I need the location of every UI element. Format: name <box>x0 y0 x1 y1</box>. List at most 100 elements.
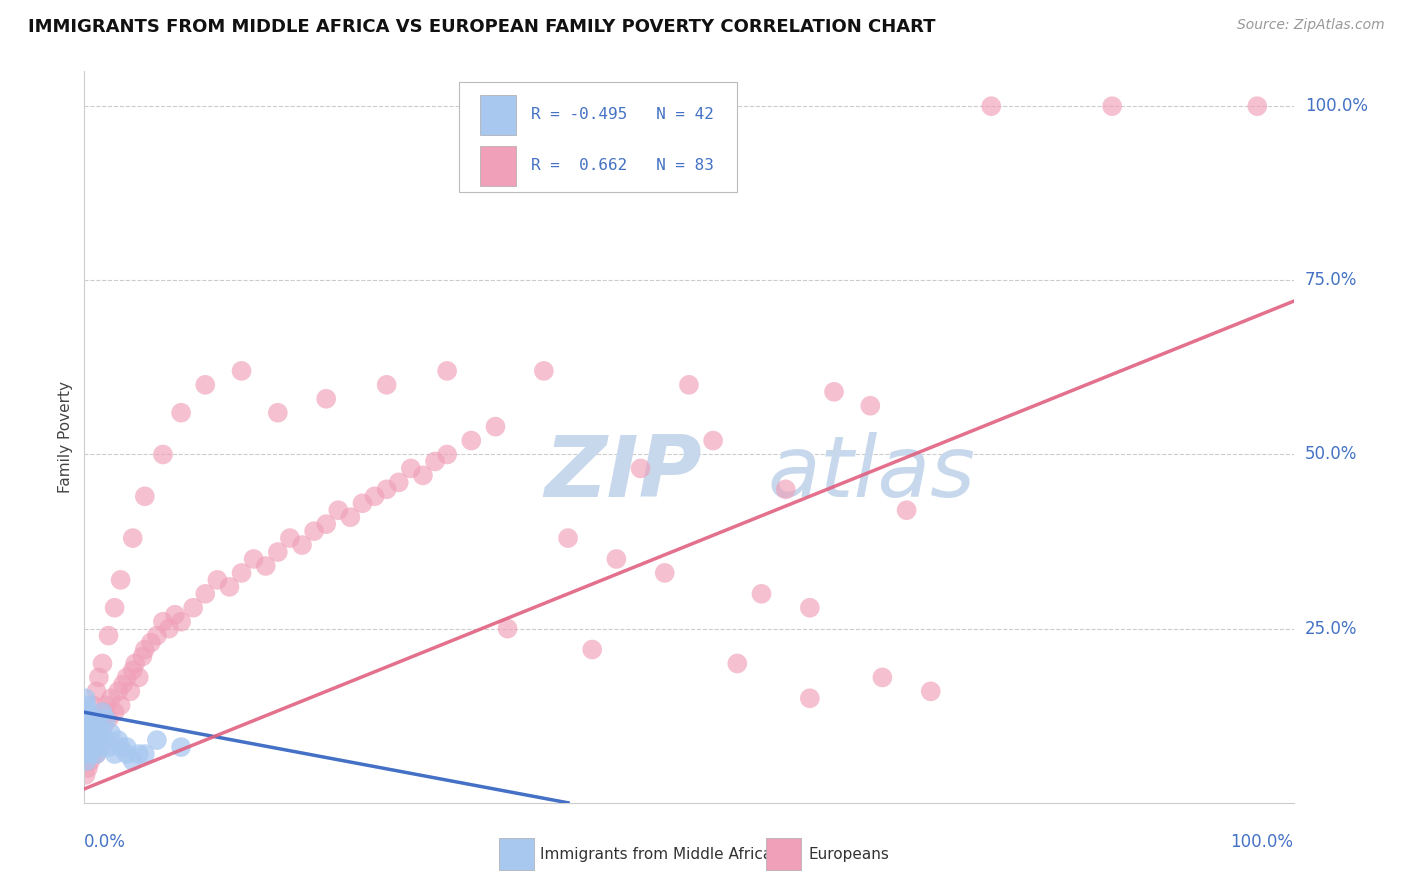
Point <box>460 434 482 448</box>
Point <box>91 726 114 740</box>
Point <box>79 747 101 761</box>
Point <box>84 740 107 755</box>
Point <box>77 726 100 740</box>
Y-axis label: Family Poverty: Family Poverty <box>58 381 73 493</box>
Point <box>859 399 882 413</box>
Point <box>170 740 193 755</box>
Point <box>194 587 217 601</box>
Point <box>110 740 132 755</box>
Point <box>94 733 117 747</box>
Point <box>79 712 101 726</box>
Text: ZIP: ZIP <box>544 432 702 516</box>
Point <box>207 573 229 587</box>
Point <box>388 475 411 490</box>
Point <box>89 740 111 755</box>
Bar <box>479 95 516 135</box>
Point <box>124 657 146 671</box>
Point <box>86 733 108 747</box>
Point <box>77 747 100 761</box>
Point <box>115 740 138 755</box>
Point <box>77 712 100 726</box>
Text: IMMIGRANTS FROM MIDDLE AFRICA VS EUROPEAN FAMILY POVERTY CORRELATION CHART: IMMIGRANTS FROM MIDDLE AFRICA VS EUROPEA… <box>28 18 935 36</box>
Text: 100.0%: 100.0% <box>1305 97 1368 115</box>
Point <box>557 531 579 545</box>
Point <box>79 719 101 733</box>
Point <box>115 670 138 684</box>
Point <box>76 726 98 740</box>
Point <box>77 712 100 726</box>
Point <box>799 691 821 706</box>
Point <box>86 712 108 726</box>
Point <box>86 747 108 761</box>
Point <box>84 733 107 747</box>
Point <box>363 489 385 503</box>
Point <box>872 670 894 684</box>
Point <box>76 754 98 768</box>
Point <box>1246 99 1268 113</box>
Point <box>194 377 217 392</box>
Point <box>315 392 337 406</box>
Point <box>823 384 845 399</box>
Point <box>775 483 797 497</box>
Point <box>399 461 422 475</box>
Point <box>231 566 253 580</box>
Point <box>131 649 153 664</box>
Point <box>278 531 301 545</box>
Point <box>605 552 627 566</box>
Point <box>896 503 918 517</box>
Bar <box>479 145 516 186</box>
Point <box>75 719 97 733</box>
Point <box>75 733 97 747</box>
Point <box>267 406 290 420</box>
Point <box>496 622 519 636</box>
Point <box>107 684 129 698</box>
Point <box>181 600 204 615</box>
Point <box>725 657 748 671</box>
Point <box>94 712 117 726</box>
Point <box>79 754 101 768</box>
Point <box>91 657 114 671</box>
Text: atlas: atlas <box>768 432 976 516</box>
Point <box>581 642 603 657</box>
Point <box>375 483 398 497</box>
Point <box>91 705 114 719</box>
Text: 50.0%: 50.0% <box>1305 445 1357 464</box>
Point <box>104 600 127 615</box>
Point <box>80 719 103 733</box>
Point <box>76 754 98 768</box>
Point <box>80 726 103 740</box>
Point <box>165 607 187 622</box>
Point <box>134 642 156 657</box>
Point <box>82 712 104 726</box>
Point <box>115 747 138 761</box>
Point <box>76 698 98 713</box>
Point <box>134 747 156 761</box>
Text: 100.0%: 100.0% <box>1230 833 1294 851</box>
Point <box>75 754 97 768</box>
Point <box>678 377 700 392</box>
Point <box>533 364 555 378</box>
Point <box>170 615 193 629</box>
Text: Immigrants from Middle Africa: Immigrants from Middle Africa <box>540 847 772 862</box>
Point <box>630 461 652 475</box>
Point <box>152 615 174 629</box>
Point <box>77 740 100 755</box>
Point <box>128 747 150 761</box>
Point <box>121 754 143 768</box>
Point <box>751 587 773 601</box>
Point <box>97 712 120 726</box>
Point <box>110 698 132 713</box>
Point <box>157 622 180 636</box>
Text: R = -0.495   N = 42: R = -0.495 N = 42 <box>530 107 713 122</box>
Point <box>170 406 193 420</box>
Point <box>112 677 135 691</box>
Point <box>128 670 150 684</box>
Point <box>328 503 350 517</box>
Point <box>412 468 434 483</box>
Point <box>339 510 361 524</box>
Point <box>80 740 103 755</box>
Point <box>94 698 117 713</box>
Point <box>375 377 398 392</box>
Point <box>423 454 446 468</box>
Text: Europeans: Europeans <box>808 847 890 862</box>
